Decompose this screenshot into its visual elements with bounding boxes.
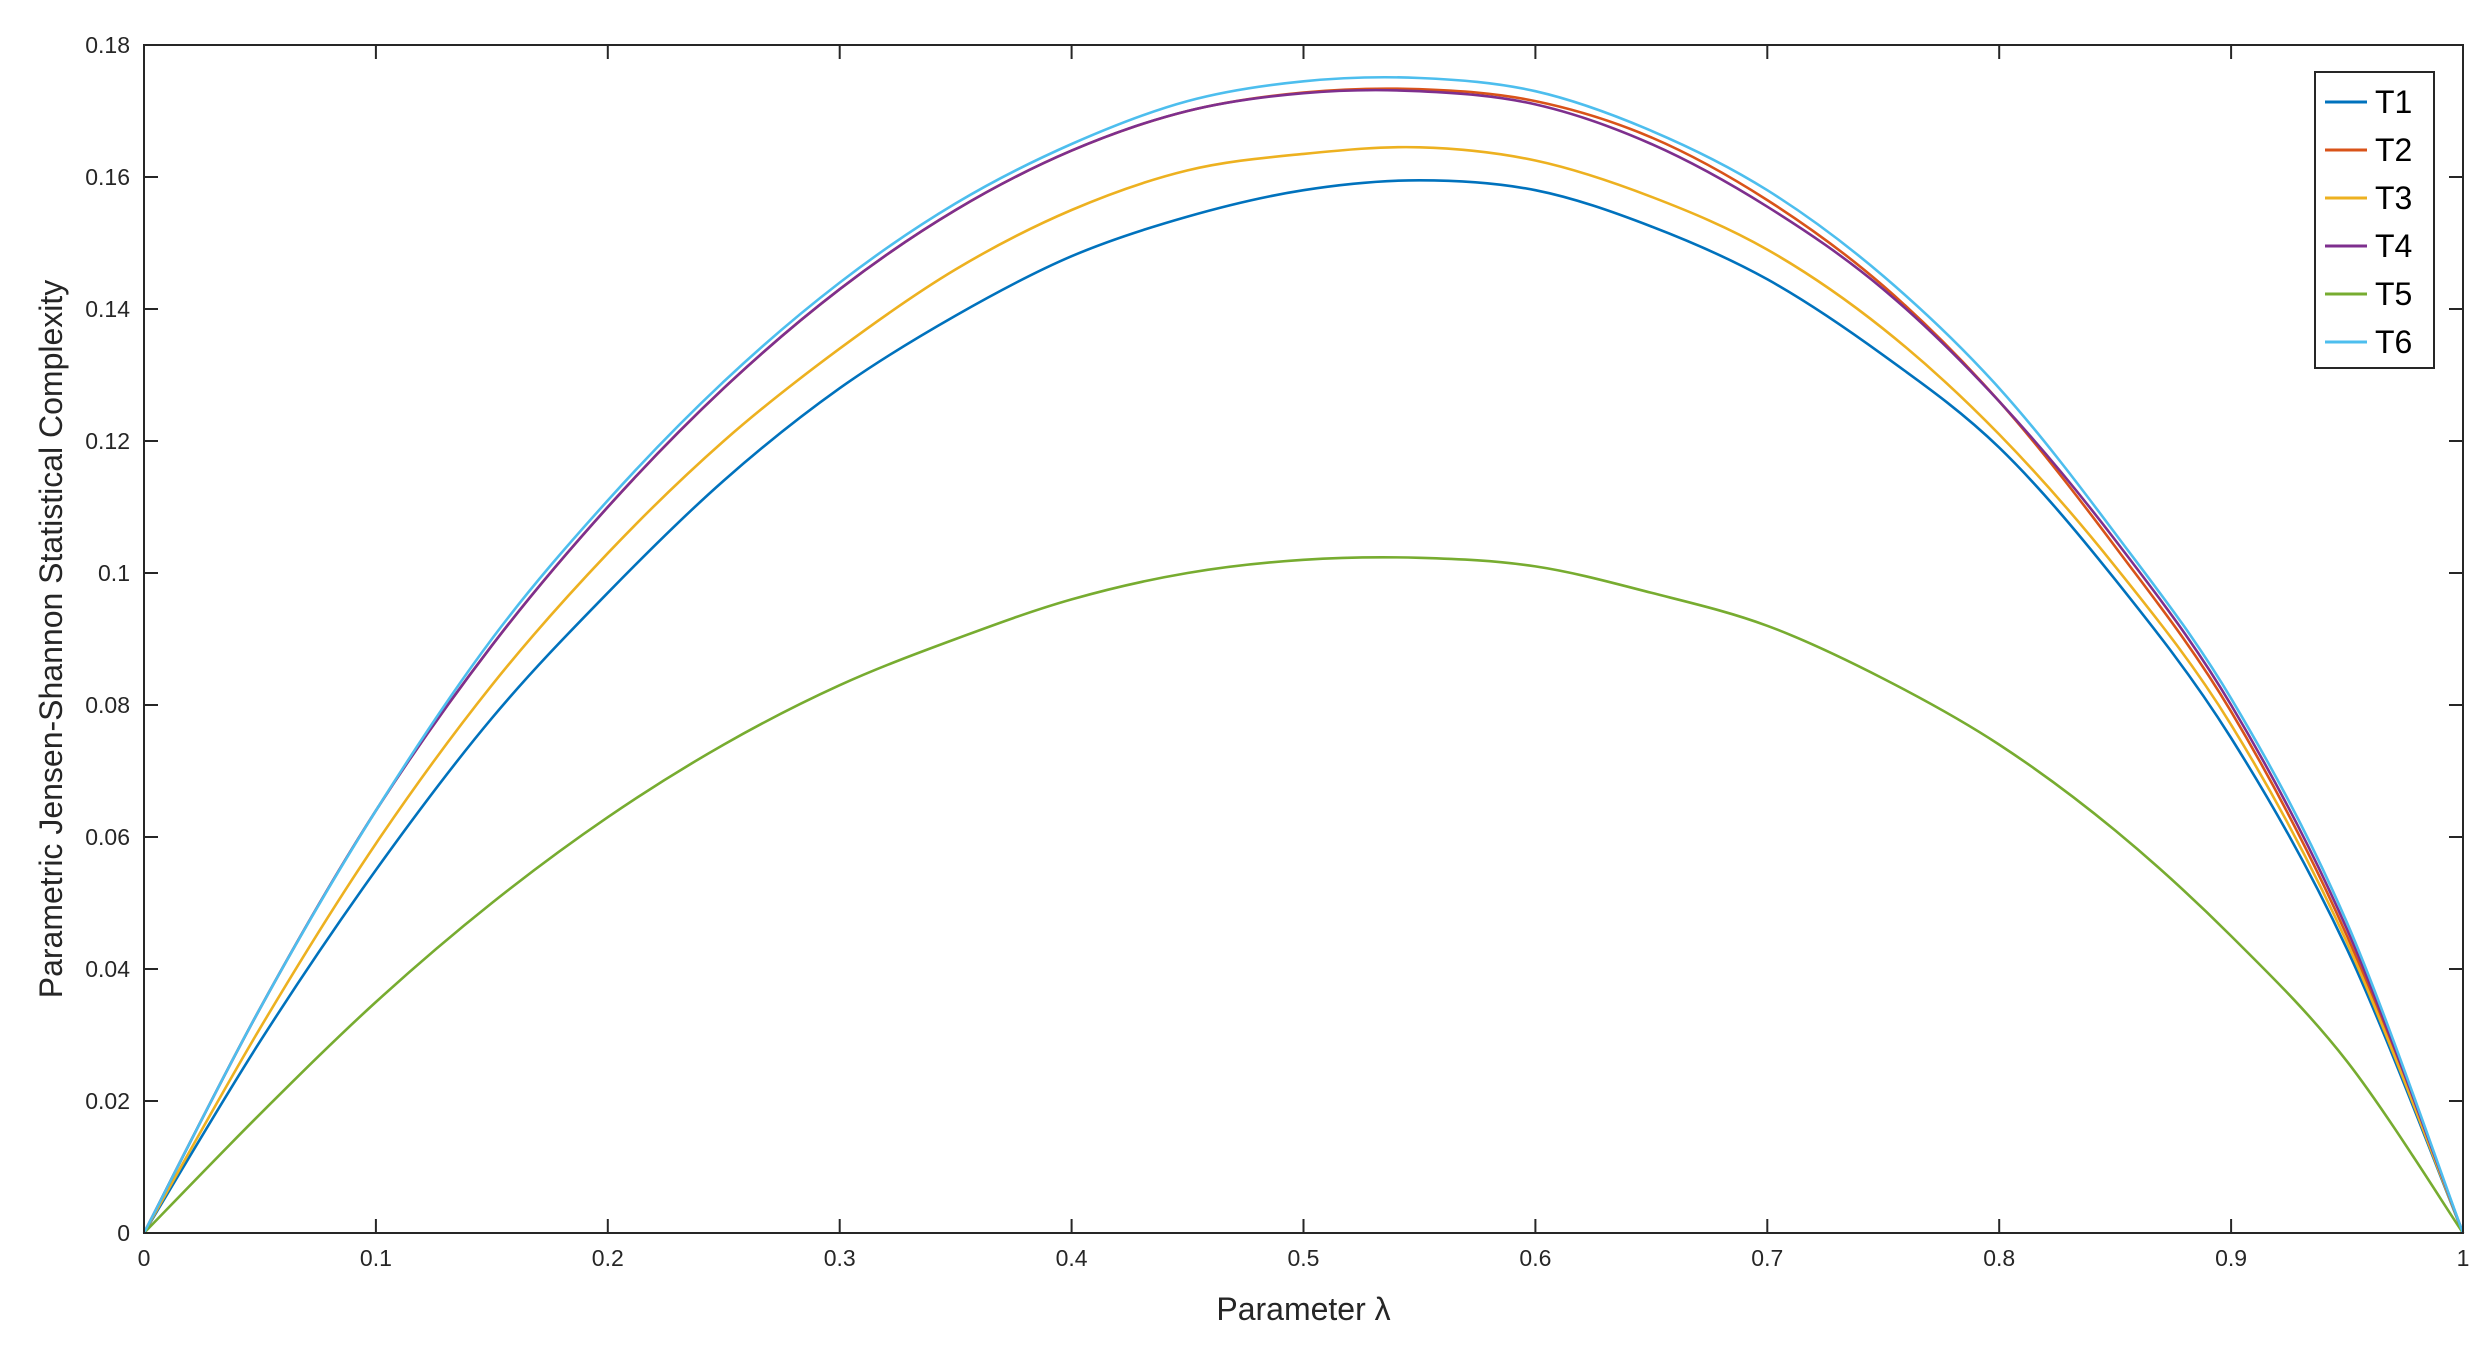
y-tick-label: 0.14	[85, 296, 130, 322]
x-tick-label: 1	[2457, 1245, 2470, 1271]
x-tick-label: 0.4	[1056, 1245, 1088, 1271]
y-tick-label: 0.16	[85, 164, 130, 190]
y-tick-label: 0.1	[98, 560, 130, 586]
legend-label-t3: T3	[2375, 180, 2412, 216]
legend-label-t1: T1	[2375, 84, 2412, 120]
legend-box	[2314, 71, 2435, 369]
x-tick-label: 0.1	[360, 1245, 392, 1271]
legend: T1 T2 T3 T4 T5 T6	[2314, 71, 2435, 369]
series-line-t3	[142, 145, 2465, 1234]
y-tick-label: 0.02	[85, 1088, 130, 1114]
legend-label-t2: T2	[2375, 132, 2412, 168]
y-tick-label: 0.12	[85, 428, 130, 454]
x-tick-label: 0.9	[2215, 1245, 2247, 1271]
legend-label-t5: T5	[2375, 276, 2412, 312]
x-tick-label: 0.3	[824, 1245, 856, 1271]
axis-ticks: 0 0.1 0.2 0.3 0.4 0.5 0.6 0.7 0.8 0.9 1 0 0.02 0.04 0.…	[85, 32, 2469, 1271]
y-tick-label: 0.06	[85, 824, 130, 850]
series-layer	[142, 75, 2465, 1234]
y-axis-title: Parametric Jensen-Shannon Statistical Co…	[33, 280, 69, 999]
x-tick-label: 0.7	[1751, 1245, 1783, 1271]
x-tick-label: 0.5	[1288, 1245, 1320, 1271]
x-tick-label: 0	[138, 1245, 151, 1271]
legend-label-t6: T6	[2375, 324, 2412, 360]
y-tick-label: 0	[117, 1220, 130, 1246]
y-tick-label: 0.18	[85, 32, 130, 58]
y-tick-label: 0.04	[85, 956, 130, 982]
x-tick-label: 0.8	[1983, 1245, 2015, 1271]
series-line-t5	[143, 555, 2465, 1234]
x-tick-label: 0.6	[1519, 1245, 1551, 1271]
x-axis-title: Parameter λ	[1216, 1291, 1390, 1327]
series-line-t4	[142, 88, 2465, 1234]
y-tick-label: 0.08	[85, 692, 130, 718]
series-line-t6	[142, 75, 2465, 1234]
legend-label-t4: T4	[2375, 228, 2412, 264]
series-line-t1	[142, 179, 2465, 1234]
x-tick-label: 0.2	[592, 1245, 624, 1271]
